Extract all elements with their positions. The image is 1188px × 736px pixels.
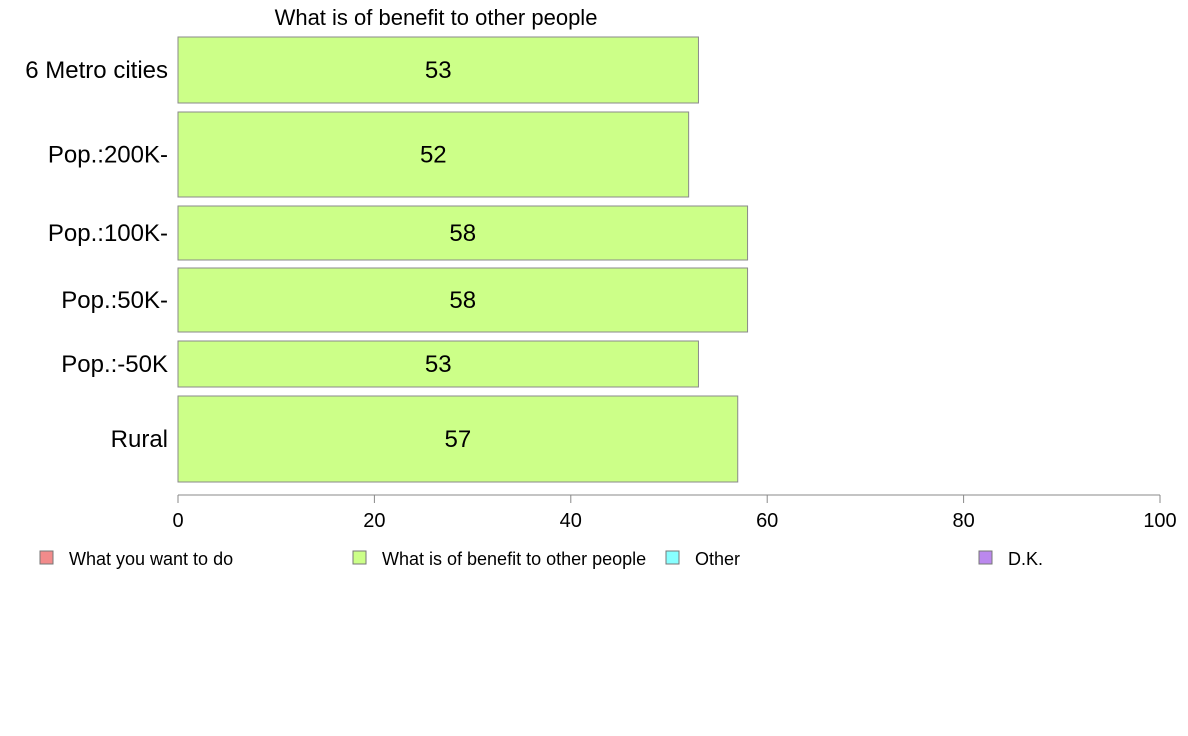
x-tick-label: 100 <box>1143 510 1176 532</box>
x-axis: 0 20 40 60 80 100 <box>172 494 1177 532</box>
category-label: 6 Metro cities <box>25 57 168 84</box>
legend-swatch <box>352 550 367 565</box>
bar <box>177 111 690 198</box>
value-label: 52 <box>420 142 447 169</box>
value-label: 58 <box>449 287 476 314</box>
value-label: 57 <box>445 426 472 453</box>
legend-label: What you want to do <box>69 549 233 569</box>
bar <box>177 267 749 333</box>
legend-label: What is of benefit to other people <box>382 549 646 569</box>
value-labels: 53 52 58 58 53 57 <box>420 57 476 453</box>
category-label: Rural <box>111 426 168 453</box>
category-labels: 6 Metro cities Pop.:200K- Pop.:100K- Pop.:5… <box>25 57 168 453</box>
legend-label: Other <box>695 549 740 569</box>
bar <box>177 395 739 483</box>
bar <box>177 205 749 261</box>
bars-group <box>177 36 749 483</box>
bar <box>177 340 699 388</box>
legend-label: D.K. <box>1008 549 1043 569</box>
bar <box>177 36 699 104</box>
chart-title: What is of benefit to other people <box>275 5 598 30</box>
value-label: 53 <box>425 57 452 84</box>
x-tick-label: 40 <box>560 510 582 532</box>
x-tick-label: 0 <box>172 510 183 532</box>
legend: What you want to do What is of benefit to… <box>39 549 1043 569</box>
category-label: Pop.:50K- <box>61 287 168 314</box>
x-tick-label: 20 <box>363 510 385 532</box>
legend-swatch <box>39 550 54 565</box>
value-label: 58 <box>449 220 476 247</box>
category-label: Pop.:200K- <box>48 142 168 169</box>
category-label: Pop.:-50K <box>61 351 168 378</box>
x-tick-label: 80 <box>952 510 974 532</box>
category-label: Pop.:100K- <box>48 220 168 247</box>
value-label: 53 <box>425 351 452 378</box>
legend-swatch <box>665 550 680 565</box>
legend-swatch <box>978 550 993 565</box>
x-tick-label: 60 <box>756 510 778 532</box>
